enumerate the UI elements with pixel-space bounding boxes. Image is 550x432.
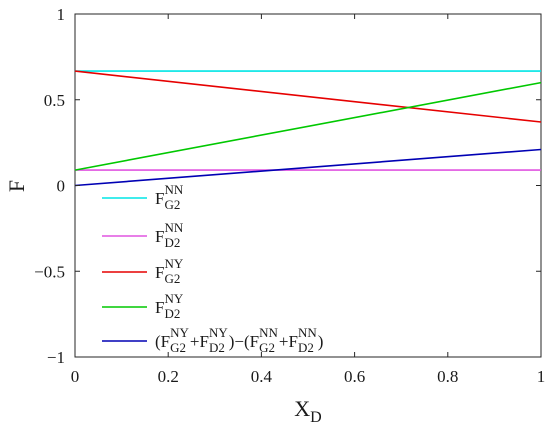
legend-label-1: FG2NN [155, 182, 184, 212]
x-tick-label: 1 [537, 367, 546, 386]
x-tick-label: 0.2 [158, 367, 179, 386]
y-tick-label: 0 [57, 177, 66, 196]
series-line-5 [74, 148, 542, 187]
plot-area [74, 13, 542, 358]
y-tick-label: 1 [57, 5, 66, 24]
y-tick-label: −1 [47, 348, 65, 367]
series-line-3 [74, 70, 542, 123]
x-axis-label: XD [294, 396, 321, 426]
series-layer [74, 70, 542, 187]
x-tick-label: 0.6 [344, 367, 365, 386]
y-tick-label: 0.5 [44, 91, 65, 110]
legend-label-2: FD2NN [155, 220, 184, 250]
legend-label-3: FG2NY [155, 256, 184, 286]
y-tick-label: −0.5 [34, 262, 65, 281]
x-tick-label: 0.4 [251, 367, 273, 386]
legend-label-5: (FG2NY+FD2NY)−(FG2NN+FD2NN) [155, 325, 323, 355]
legend: FG2NN FD2NN FG2NY FD2NY (FG2NY+FD2NY)−(FG2NN… [102, 182, 323, 355]
series-line-4 [74, 81, 542, 171]
legend-label-4: FD2NY [155, 291, 184, 321]
ticks-layer: 0 0.2 0.4 0.6 0.8 1 −1 −0.5 0 0.5 1 [34, 5, 545, 386]
x-tick-label: 0.8 [437, 367, 458, 386]
x-tick-label: 0 [71, 367, 80, 386]
y-axis-label: F [4, 180, 29, 192]
